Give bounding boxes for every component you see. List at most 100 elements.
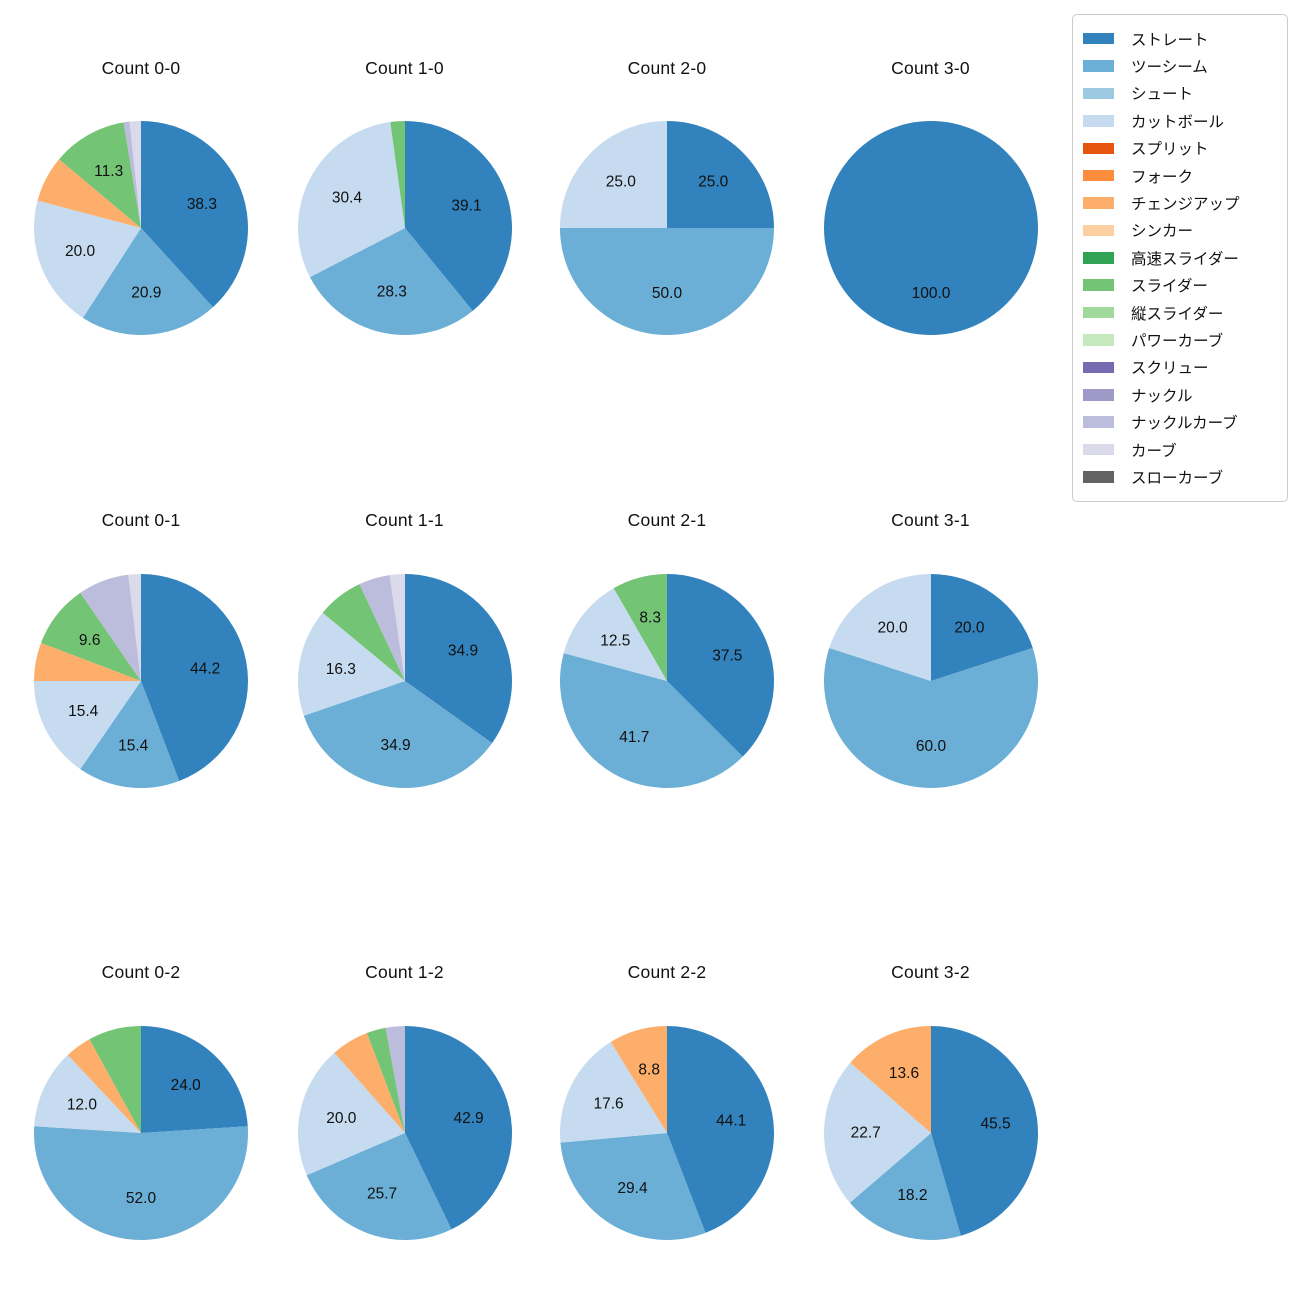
pie-slice-カットボール <box>297 122 405 278</box>
pie-slice-スライダー <box>366 1027 405 1133</box>
pie-slice-ツーシーム <box>82 228 213 335</box>
legend-swatch-icon <box>1083 169 1114 182</box>
legend-swatch-icon <box>1083 416 1114 428</box>
legend-label: ナックルカーブ <box>1131 415 1238 433</box>
slice-percent-label: 20.0 <box>954 620 985 637</box>
pie-slice-ストレート <box>930 574 1033 681</box>
pie-slice-チェンジアップ <box>67 1039 141 1133</box>
slice-percent-label: 38.3 <box>187 196 217 213</box>
chart-title: Count 2-1 <box>627 510 707 530</box>
pie-slice-カットボール <box>563 588 667 681</box>
slice-percent-label: 16.3 <box>325 661 355 678</box>
slice-percent-label: 34.9 <box>447 643 477 660</box>
pie-slice-ストレート <box>141 574 248 781</box>
pie-slice-スライダー <box>41 592 141 681</box>
pie-slice-ツーシーム <box>849 1133 961 1240</box>
pie-slice-ツーシーム <box>559 653 743 789</box>
slice-percent-label: 50.0 <box>652 285 683 302</box>
legend-item: カーブ <box>1083 436 1279 463</box>
legend-label: 縦スライダー <box>1131 305 1224 323</box>
slice-percent-label: 45.5 <box>980 1115 1010 1132</box>
slice-percent-label: 24.0 <box>171 1077 202 1094</box>
legend-label: カーブ <box>1131 442 1177 460</box>
slice-percent-label: 17.6 <box>594 1095 624 1112</box>
pie-slice-チェンジアップ <box>610 1026 667 1133</box>
pie-slice-ナックルカーブ <box>358 575 405 681</box>
pie-slice-カットボール <box>828 574 931 681</box>
pie-slice-チェンジアップ <box>37 159 141 228</box>
legend-item: スクリュー <box>1083 354 1279 381</box>
pie-slice-カットボール <box>33 681 141 770</box>
pie-chart-count-0-1: 44.2 15.4 15.4 9.6 <box>33 574 248 789</box>
chart-title: Count 3-2 <box>891 962 970 982</box>
legend-item: スローカーブ <box>1083 463 1279 490</box>
legend: ストレート ツーシーム シュート カットボール スプリット フォーク チェンジアップ シンカー… <box>1072 14 1288 502</box>
legend-item: チェンジアップ <box>1083 189 1279 216</box>
chart-title: Count 0-2 <box>101 962 181 982</box>
slice-percent-label: 22.7 <box>850 1124 880 1141</box>
pie-slice-カーブ <box>129 121 141 228</box>
legend-label: スプリット <box>1131 141 1209 159</box>
legend-swatch-icon <box>1083 471 1114 483</box>
slice-percent-label: 44.2 <box>190 661 220 678</box>
slice-percent-label: 100.0 <box>911 285 950 302</box>
legend-swatch-icon <box>1083 252 1114 264</box>
legend-swatch-icon <box>1083 32 1114 45</box>
legend-item: フォーク <box>1083 162 1279 189</box>
pie-chart-count-2-2: 44.1 29.4 17.6 8.8 <box>560 1026 775 1241</box>
legend-swatch-icon <box>1083 306 1114 319</box>
legend-item: スライダー <box>1083 272 1279 299</box>
pie-slice-スライダー <box>322 584 405 681</box>
chart-title: Count 1-2 <box>365 962 444 982</box>
pie-slice-ストレート <box>667 574 774 757</box>
slice-percent-label: 15.4 <box>68 703 99 720</box>
slice-percent-label: 25.0 <box>606 173 637 190</box>
pie-slice-カットボール <box>34 200 142 318</box>
pie-slice-カーブ <box>389 574 405 681</box>
slice-percent-label: 28.3 <box>376 283 406 300</box>
pie-slice-スライダー <box>89 1026 141 1133</box>
pie-slice-ストレート <box>141 121 248 308</box>
chart-title: Count 2-2 <box>627 962 707 982</box>
legend-swatch-icon <box>1083 60 1114 72</box>
slice-percent-label: 18.2 <box>897 1187 927 1204</box>
legend-swatch-icon <box>1083 279 1114 291</box>
pie-chart-count-3-0: 100.0 <box>823 121 1038 335</box>
legend-item: ナックルカーブ <box>1083 408 1279 435</box>
chart-title: Count 1-1 <box>365 510 444 530</box>
pie-slice-ストレート <box>667 1026 775 1233</box>
pie-chart-count-2-1: 37.5 41.7 12.5 8.3 <box>559 574 774 789</box>
pie-slice-ツーシーム <box>560 228 774 335</box>
legend-item: パワーカーブ <box>1083 326 1279 353</box>
legend-label: シンカー <box>1131 223 1194 241</box>
legend-swatch-icon <box>1083 224 1114 237</box>
legend-swatch-icon <box>1083 115 1114 127</box>
pie-slice-ツーシーム <box>33 1126 249 1240</box>
legend-label: チェンジアップ <box>1131 196 1240 214</box>
slice-percent-label: 41.7 <box>619 729 649 746</box>
pie-slice-ストレート <box>930 1026 1038 1236</box>
slice-percent-label: 12.0 <box>67 1097 98 1114</box>
chart-title: Count 0-1 <box>101 510 181 530</box>
pie-chart-count-2-0: 25.0 50.0 25.0 <box>560 121 774 335</box>
pie-slice-スライダー <box>59 122 141 228</box>
legend-label: 高速スライダー <box>1131 250 1239 268</box>
legend-label: スローカーブ <box>1131 469 1224 487</box>
legend-swatch-icon <box>1083 87 1114 100</box>
slice-percent-label: 52.0 <box>126 1190 157 1207</box>
pie-chart-count-1-0: 39.1 28.3 30.4 <box>297 121 512 336</box>
legend-item: ツーシーム <box>1083 52 1279 79</box>
pie-slice-ストレート <box>667 121 774 228</box>
pie-slice-ナックルカーブ <box>80 574 141 681</box>
pie-slice-スライダー <box>613 574 667 681</box>
legend-item: シュート <box>1083 80 1279 107</box>
legend-label: シュート <box>1131 86 1194 104</box>
legend-item: ナックル <box>1083 381 1279 408</box>
legend-label: カットボール <box>1131 113 1225 131</box>
legend-label: スライダー <box>1131 278 1208 296</box>
slice-percent-label: 25.7 <box>367 1186 397 1203</box>
pie-slice-ストレート <box>141 1026 248 1133</box>
chart-title: Count 2-0 <box>627 58 707 78</box>
pie-slice-スライダー <box>389 121 405 228</box>
pie-slice-ツーシーム <box>309 228 473 336</box>
